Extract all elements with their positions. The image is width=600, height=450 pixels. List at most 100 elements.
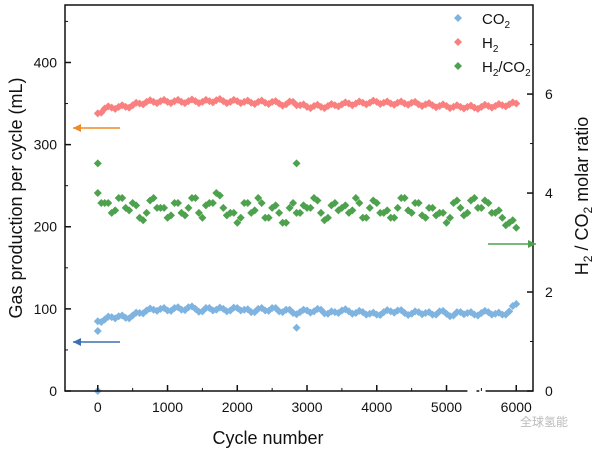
data-point — [351, 194, 360, 202]
data-point — [362, 213, 371, 222]
x-tick-label: 0 — [94, 399, 102, 415]
data-point — [184, 203, 193, 212]
data-point — [250, 206, 259, 215]
data-point — [233, 218, 242, 227]
arrow-h2-left — [73, 124, 120, 132]
data-point — [355, 198, 364, 207]
data-point — [313, 196, 322, 205]
data-point — [365, 203, 374, 212]
data-point — [167, 211, 176, 220]
data-point — [296, 208, 305, 217]
data-point — [118, 194, 127, 202]
plot-frame — [64, 4, 534, 392]
data-point — [215, 191, 224, 200]
data-point — [104, 198, 113, 207]
y-axis-label: Gas production per cycle (mL) — [6, 77, 26, 318]
data-point — [393, 203, 402, 212]
data-point-outlier — [292, 159, 301, 168]
data-point — [477, 203, 486, 212]
legend: CO2 H2 H2/CO2 — [454, 11, 531, 79]
data-point — [125, 206, 134, 215]
data-point — [139, 216, 148, 225]
data-point-outlier — [292, 323, 301, 332]
data-point — [93, 189, 102, 198]
data-point — [257, 198, 266, 207]
data-point — [383, 206, 392, 215]
data-point — [236, 213, 245, 222]
data-point — [439, 208, 448, 217]
data-point — [494, 206, 503, 215]
x-axis-label: Cycle number — [212, 428, 323, 448]
y-tick-label: 300 — [34, 137, 58, 153]
y-tick-label: 200 — [34, 219, 58, 235]
legend-label: CO2 — [482, 11, 511, 31]
data-point — [452, 196, 461, 205]
data-point — [341, 201, 350, 210]
x-tick-label: 6000 — [501, 399, 532, 415]
data-point — [275, 208, 284, 217]
data-point — [442, 218, 451, 227]
data-point — [282, 218, 291, 227]
y2-tick-label: 2 — [545, 284, 553, 300]
x-tick-label: 3000 — [291, 399, 322, 415]
data-point — [132, 201, 141, 210]
legend-marker — [454, 62, 462, 70]
data-point — [316, 208, 325, 217]
y2-tick-label: 6 — [545, 86, 553, 102]
data-point-outlier — [93, 327, 102, 336]
axis-arrows — [73, 124, 536, 346]
data-point — [194, 208, 203, 217]
data-point — [498, 213, 507, 222]
y2-tick-label: 4 — [545, 185, 553, 201]
data-point — [456, 203, 465, 212]
x-tick-label: 5000 — [431, 399, 462, 415]
watermark: 全球氢能 — [520, 414, 568, 429]
data-point — [446, 213, 455, 222]
data-point — [484, 198, 493, 207]
y-tick-label: 100 — [34, 301, 58, 317]
arrowhead — [528, 240, 536, 248]
data-point — [470, 194, 479, 202]
data-point — [111, 206, 120, 215]
series-h2 — [93, 95, 521, 118]
data-point — [229, 208, 238, 217]
data-point — [219, 203, 228, 212]
data-point — [508, 216, 517, 225]
data-point — [271, 201, 280, 210]
data-point — [330, 198, 339, 207]
data-point — [264, 213, 273, 222]
data-point — [512, 99, 521, 108]
legend-marker — [454, 38, 462, 46]
x-tick-label: 4000 — [361, 399, 392, 415]
data-point — [421, 213, 430, 222]
arrow-co2-left — [73, 338, 120, 346]
y-tick-label: 0 — [49, 383, 57, 399]
data-point — [407, 208, 416, 217]
arrowhead — [73, 124, 81, 132]
legend-label: H2/CO2 — [482, 59, 531, 79]
data-point — [512, 223, 521, 232]
data-point — [254, 194, 263, 202]
data-point — [390, 213, 399, 222]
data-point — [198, 213, 207, 222]
y2-tick-label: 0 — [545, 383, 553, 399]
data-point — [208, 198, 217, 207]
y-tick-label: 400 — [34, 54, 58, 70]
data-point — [463, 208, 472, 217]
data-point — [505, 307, 514, 316]
data-point — [512, 299, 521, 308]
legend-marker — [454, 14, 462, 22]
data-point-outlier — [93, 159, 102, 168]
data-point — [173, 198, 182, 207]
data-point — [149, 194, 158, 202]
data-point — [285, 203, 294, 212]
arrowhead — [73, 338, 81, 346]
axes: 0 1000 2000 3000 4000 5000 6000010020030040002… — [34, 20, 553, 415]
data-point — [289, 198, 298, 207]
data-point — [428, 203, 437, 212]
data-point — [180, 211, 189, 220]
y2-axis-label: H2 / CO2 molar ratio — [572, 117, 595, 275]
data-point — [372, 198, 381, 207]
axis-break — [467, 388, 486, 394]
